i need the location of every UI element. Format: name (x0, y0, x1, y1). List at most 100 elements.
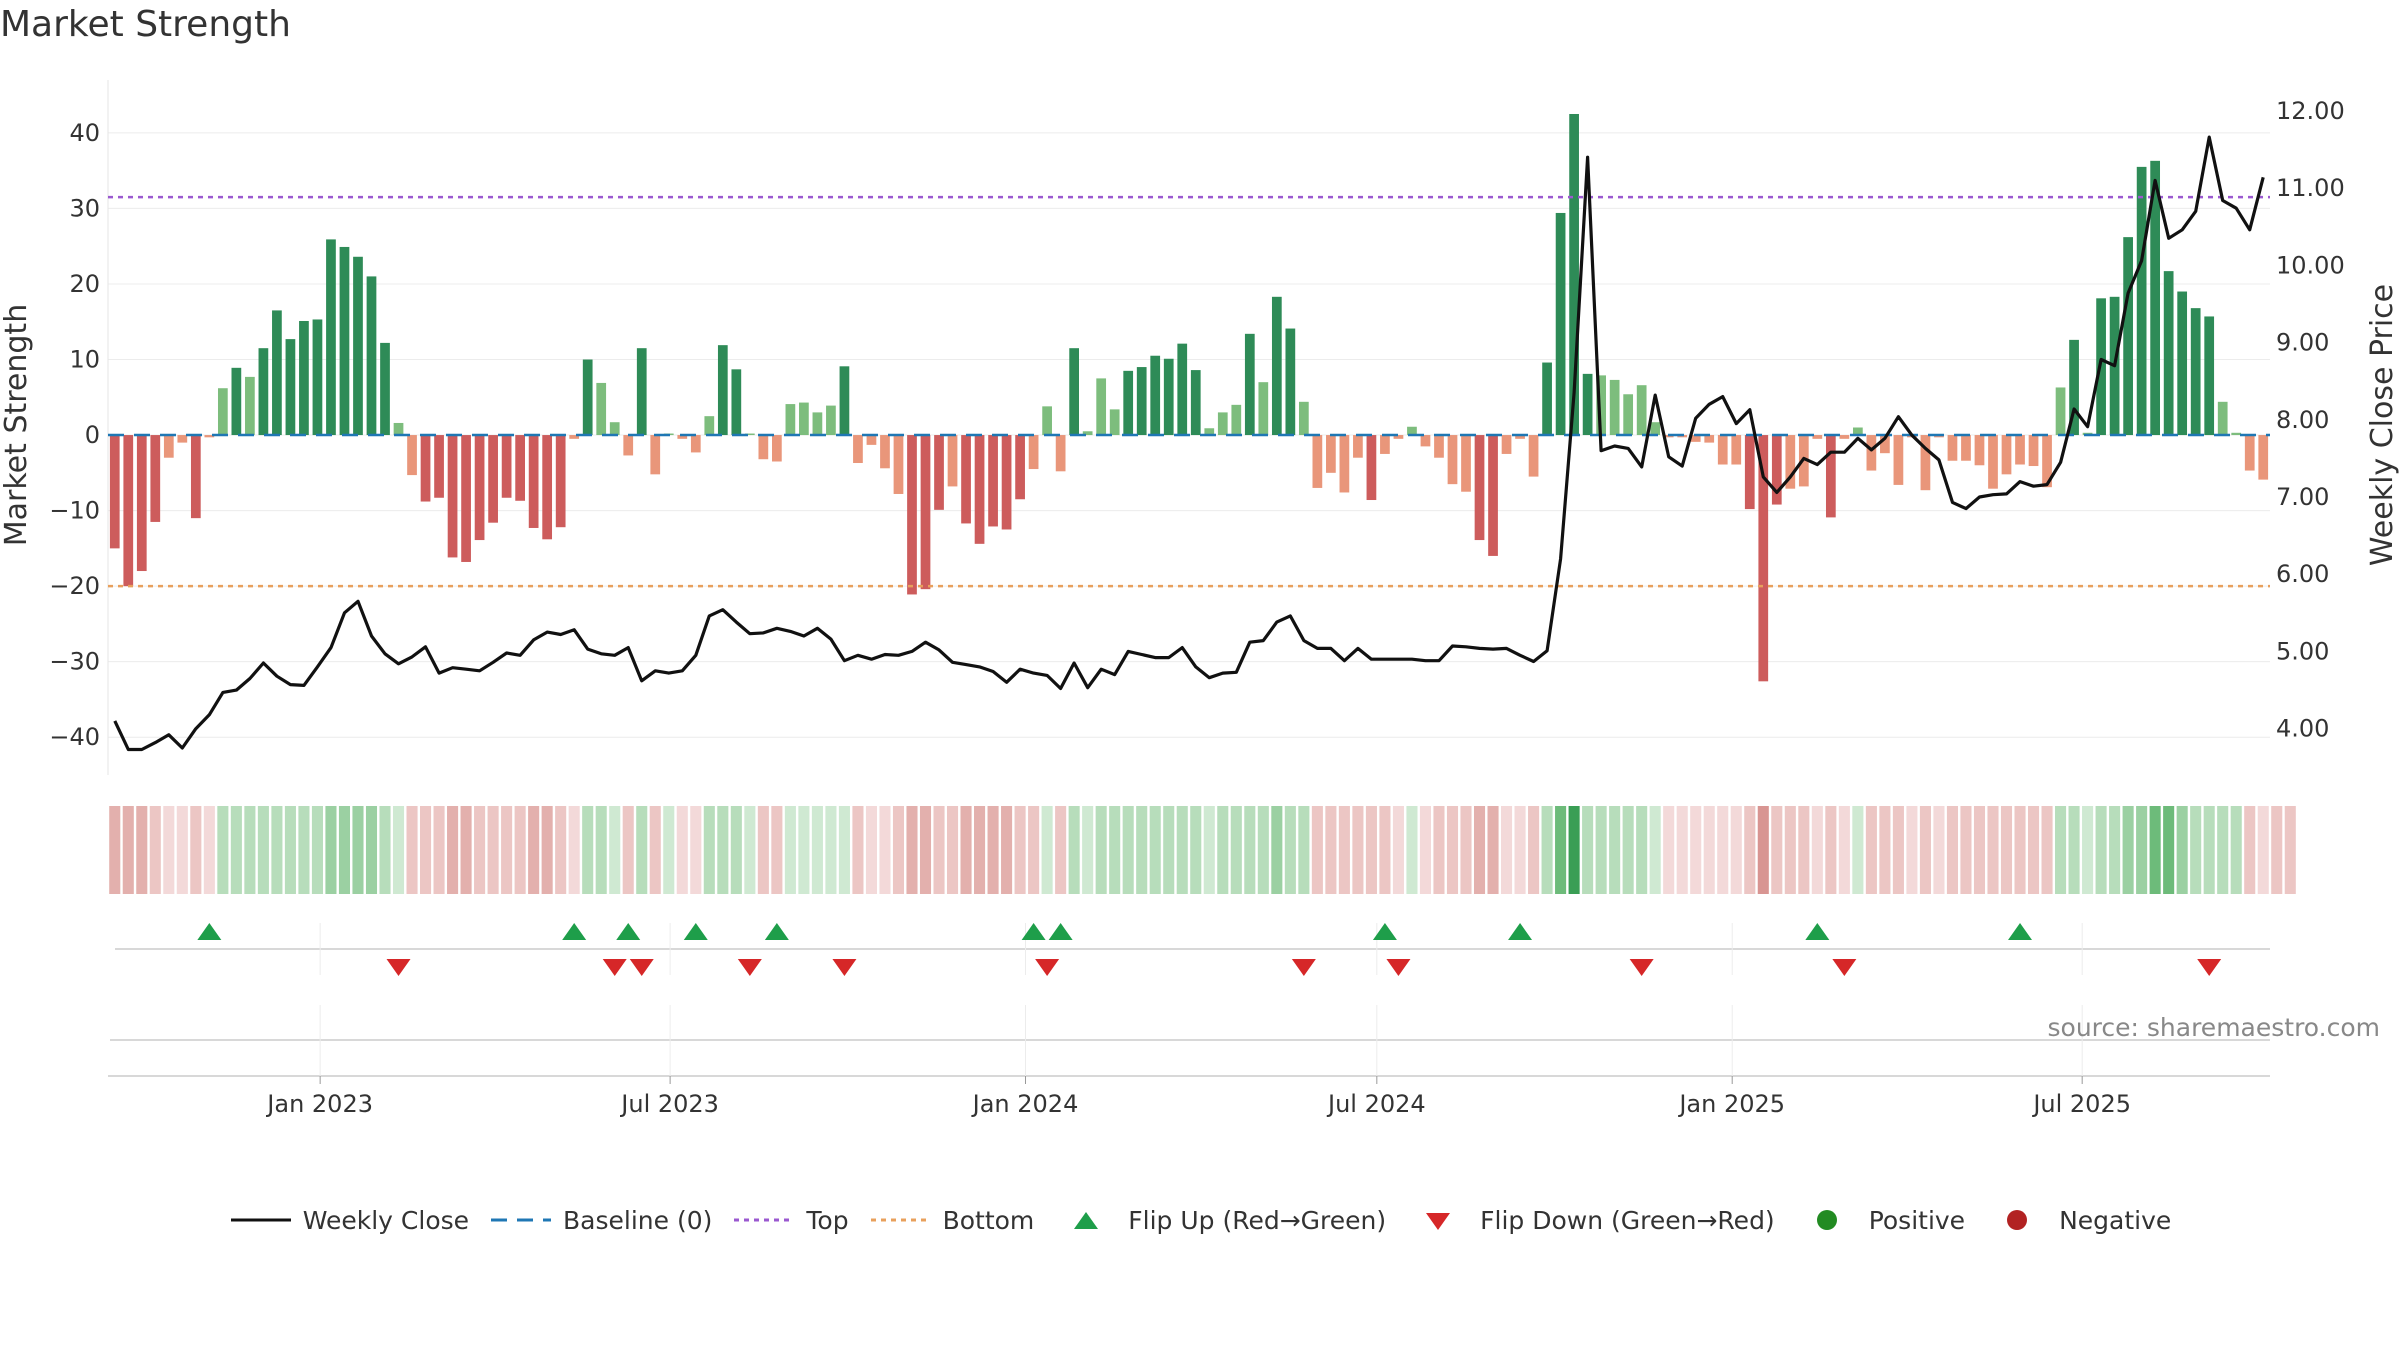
regime-cell-red (1730, 806, 1742, 894)
negative-bar (1893, 435, 1904, 485)
negative-bar (988, 435, 998, 527)
legend-label: Baseline (0) (563, 1205, 713, 1235)
legend-item-positive: Positive (1795, 1205, 1965, 1235)
regime-cell-red (865, 806, 877, 894)
positive-bar (704, 416, 715, 436)
positive-bar (312, 319, 323, 436)
y-tick-label: 20 (69, 270, 100, 298)
legend-label: Positive (1868, 1205, 1966, 1235)
regime-cell-green (1230, 806, 1242, 894)
flip-down-marker (832, 959, 857, 976)
negative-bar (420, 435, 431, 502)
flip-up-marker (1372, 923, 1397, 940)
regime-cell-red (1987, 806, 1999, 894)
regime-cell-red (136, 806, 148, 894)
positive-bar (1123, 370, 1134, 436)
regime-cell-green (798, 806, 810, 894)
negative-bar (853, 435, 863, 464)
positive-bar (1555, 212, 1566, 436)
positive-bar (258, 348, 269, 436)
regime-cell-green (1595, 806, 1607, 894)
flip-down-marker (629, 959, 654, 976)
regime-cell-green (1176, 806, 1188, 894)
regime-cell-red (1865, 806, 1877, 894)
positive-bar (812, 412, 823, 436)
legend-item-top: Top (732, 1205, 849, 1235)
negative-bar (1420, 435, 1431, 447)
positive-bar (1407, 426, 1417, 436)
negative-bar (123, 435, 134, 587)
negative-bar (920, 435, 931, 590)
regime-cell-green (609, 806, 621, 894)
positive-legend-icon (1816, 1210, 1837, 1230)
positive-bar (731, 369, 742, 436)
regime-cell-red (541, 806, 553, 894)
regime-cell-green (379, 806, 391, 894)
flip-down-marker (1035, 959, 1060, 976)
regime-cell-red (919, 806, 932, 894)
regime-cell-red (649, 806, 661, 894)
regime-cell-red (474, 806, 486, 894)
regime-cell-red (960, 806, 972, 894)
regime-cell-red (690, 806, 702, 894)
legend-label: Flip Up (Red→Green) (1128, 1205, 1387, 1235)
negative-bar (650, 435, 661, 475)
x-tick-label: Jan 2024 (971, 1090, 1079, 1118)
regime-cell-red (1433, 806, 1445, 894)
negative-bar (1825, 435, 1836, 518)
x-tick-label: Jul 2025 (2031, 1090, 2131, 1118)
negative-bar (555, 435, 566, 528)
negative-bar (109, 435, 120, 549)
positive-bar (839, 366, 850, 436)
legend-label: Flip Down (Green→Red) (1480, 1205, 1775, 1235)
regime-cell-red (1919, 806, 1931, 894)
flip-markers (108, 923, 2270, 1077)
regime-cell-red (1973, 806, 1986, 894)
regime-cell-green (2149, 806, 2161, 894)
regime-cell-red (1676, 806, 1688, 894)
positive-bar (1150, 355, 1161, 436)
positive-bar (285, 339, 296, 436)
positive-bar (393, 422, 404, 436)
negative-bar (880, 435, 890, 469)
positive-bar (245, 376, 255, 436)
positive-bar (272, 310, 282, 436)
negative-bar (1488, 435, 1498, 556)
positive-bar (1542, 362, 1552, 436)
negative-bar (2001, 435, 2012, 475)
negative-bar (1961, 435, 1971, 461)
regime-cell-red (1338, 806, 1350, 894)
negative-bar (1474, 435, 1485, 541)
regime-cell-green (1122, 806, 1134, 894)
negative-bar (1690, 435, 1701, 442)
regime-cell-green (811, 806, 823, 894)
regime-cell-red (1325, 806, 1337, 894)
regime-cell-green (2122, 806, 2134, 894)
baseline-legend-icon (491, 1218, 552, 1222)
regime-cell-green (217, 806, 229, 894)
regime-cell-red (852, 806, 864, 894)
regime-cell-red (1352, 806, 1364, 894)
right-y-axis: 12.00 11.00 10.00 9.00 8.00 7.00 6.00 5.00 4.00 (2276, 97, 2345, 743)
regime-cell-green (244, 806, 256, 894)
regime-cell-red (1703, 806, 1715, 894)
y-tick-label: 0 (85, 421, 100, 449)
regime-cell-green (2055, 806, 2067, 894)
negative-bar (136, 435, 147, 572)
regime-cell-green (1136, 806, 1148, 894)
regime-cell-red (487, 806, 499, 894)
regime-cell-green (1636, 806, 1648, 894)
regime-cell-green (325, 806, 337, 894)
positive-bar (1231, 404, 1242, 436)
regime-cell-green (1163, 806, 1175, 894)
regime-cell-green (365, 806, 378, 894)
positive-bar (609, 422, 620, 436)
regime-cell-red (1419, 806, 1432, 894)
negative-bar (1866, 435, 1877, 471)
flip-down-marker (386, 959, 411, 976)
negative-legend-icon (2007, 1210, 2028, 1230)
reference-lines (108, 195, 2270, 588)
regime-cell-red (1960, 806, 1972, 894)
regime-cell-green (2136, 806, 2148, 894)
negative-bar (1461, 435, 1471, 492)
